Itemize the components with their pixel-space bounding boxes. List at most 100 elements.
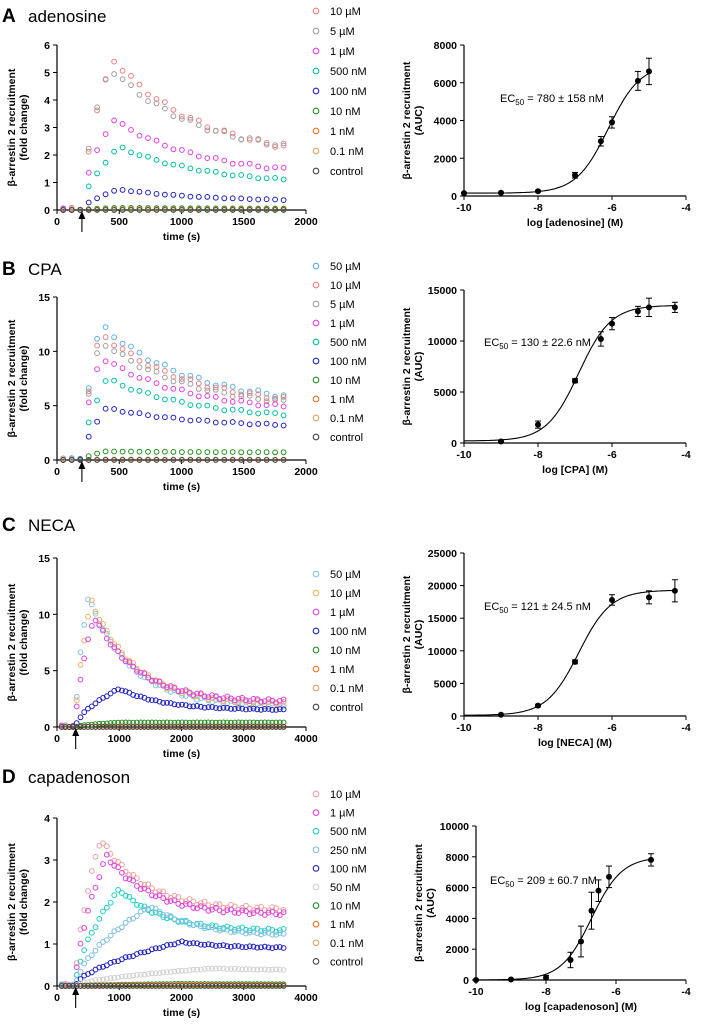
data-point	[263, 449, 270, 456]
data-point	[179, 162, 185, 169]
x-tick-label: -8	[533, 202, 542, 214]
data-point	[115, 724, 121, 730]
data-point	[88, 893, 95, 900]
data-point	[572, 658, 578, 665]
data-point	[167, 969, 174, 975]
data-point	[134, 724, 140, 730]
data-point	[182, 919, 189, 925]
data-point	[149, 946, 155, 953]
y-tick-label: 1	[44, 178, 50, 190]
data-point	[263, 420, 270, 427]
y-axis-title-line1: β-arrestin 2 recruitment	[6, 843, 18, 961]
legend-marker	[312, 684, 320, 692]
data-point	[111, 975, 118, 981]
data-point	[190, 703, 197, 710]
data-point	[77, 661, 84, 668]
data-point	[94, 147, 100, 154]
data-point	[119, 448, 126, 455]
data-point	[100, 627, 106, 634]
data-point	[190, 724, 197, 730]
data-point	[280, 197, 287, 204]
y-tick-label: 2	[44, 897, 50, 909]
data-point	[201, 904, 208, 911]
ec50-annotation: EC50 = 209 ± 60.7 nM	[490, 875, 597, 889]
data-point	[66, 724, 73, 730]
data-point	[136, 358, 143, 364]
data-point	[263, 457, 270, 463]
legend-marker	[312, 167, 320, 175]
dose-response-chart-d: -10 -8 -6 -4 0 2000 4000 6000 8000 10000 log [capa…	[413, 821, 691, 1013]
y-axis-title: β-arrestin 2 recruitment(fold change)	[6, 319, 30, 437]
data-point	[145, 390, 151, 396]
data-point	[204, 380, 211, 386]
legend-marker	[312, 395, 320, 403]
data-point	[265, 909, 272, 916]
data-point	[204, 127, 211, 134]
data-point	[201, 925, 208, 932]
data-point	[231, 706, 238, 712]
data-point	[205, 907, 212, 914]
data-point	[149, 904, 155, 911]
data-point	[229, 207, 236, 213]
data-point	[85, 388, 92, 395]
data-point	[175, 702, 182, 708]
data-point	[141, 949, 148, 956]
data-point	[179, 207, 185, 213]
data-point	[152, 945, 159, 952]
data-point	[162, 207, 168, 213]
data-point	[239, 966, 246, 973]
data-point	[103, 724, 110, 730]
data-point	[588, 907, 595, 914]
data-point	[145, 362, 151, 369]
panel-letter-a: A	[2, 6, 16, 27]
data-point	[280, 457, 287, 463]
data-point	[216, 927, 223, 934]
data-point	[246, 392, 253, 399]
data-point	[122, 875, 129, 882]
data-point	[209, 983, 216, 989]
legend-label: 10 µM	[330, 588, 361, 600]
data-point	[81, 709, 88, 716]
data-point	[162, 448, 168, 455]
data-point	[141, 724, 148, 730]
data-point	[156, 970, 163, 976]
data-point	[137, 949, 144, 956]
data-point	[94, 195, 100, 202]
data-point	[102, 358, 109, 365]
data-point	[73, 697, 80, 704]
data-point	[276, 912, 283, 918]
data-point	[96, 622, 103, 629]
data-point	[187, 390, 194, 397]
data-point	[85, 613, 91, 620]
data-point	[73, 720, 80, 726]
y-tick-label: 0	[44, 722, 50, 734]
data-point	[141, 983, 148, 989]
x-axis-title: time (s)	[163, 231, 200, 243]
data-point	[228, 929, 234, 935]
legend-marker	[312, 608, 320, 616]
data-point	[136, 388, 143, 394]
data-point	[220, 965, 227, 972]
y-tick-label: 2000	[434, 153, 458, 165]
data-point	[254, 983, 261, 989]
kinetic-chart-c: 0 1000 2000 3000 4000 0 5 10 15 time (s) β-arresti…	[6, 553, 367, 760]
data-point	[254, 724, 261, 730]
legend-label: 100 nM	[330, 356, 367, 368]
data-point	[201, 983, 208, 989]
data-point	[224, 983, 231, 989]
data-point	[162, 457, 168, 463]
ec50-subscript: 50	[515, 98, 524, 107]
data-point	[272, 422, 279, 428]
legend-marker	[312, 790, 320, 798]
x-tick-label: 500	[110, 466, 128, 478]
addition-arrowhead	[72, 728, 80, 736]
data-point	[149, 697, 155, 703]
data-point	[229, 449, 236, 455]
y-tick-label: 0	[451, 711, 457, 723]
data-point	[60, 457, 67, 463]
data-point	[77, 940, 84, 947]
data-point	[103, 937, 110, 943]
data-point	[85, 199, 92, 206]
data-point	[102, 131, 109, 138]
data-point	[235, 702, 242, 709]
